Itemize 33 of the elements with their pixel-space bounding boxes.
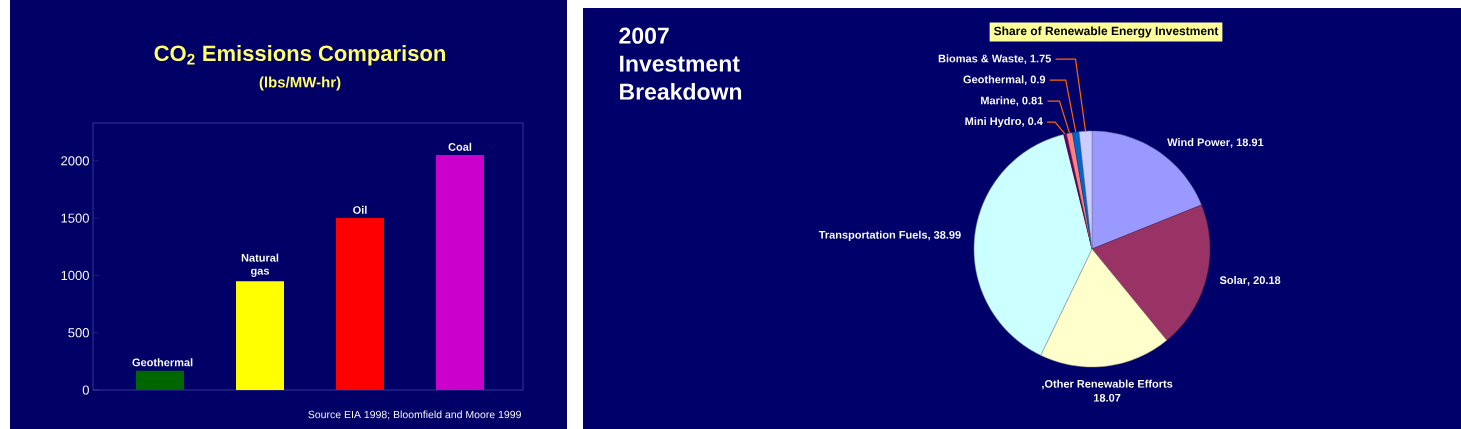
bar [236, 281, 285, 390]
data-label: , 20.18 [1247, 276, 1281, 286]
data-label: , 38.99 [928, 230, 961, 241]
slice-label: Wind Power [1167, 138, 1230, 147]
y-tick-label: 1000 [61, 270, 89, 281]
slice-label: Marine [981, 96, 1016, 105]
slice-label: ,Other Renewable Efforts [1042, 379, 1173, 390]
slice-label: Solar [1219, 275, 1247, 285]
bar [336, 218, 385, 390]
slice-label: Transportation Fuels [818, 230, 928, 241]
x-tick-label: Oil [353, 205, 367, 214]
data-label: , 18.91 [1230, 138, 1264, 148]
chart-title: CO$_{2}$ Emissions Comparison [154, 44, 445, 66]
data-label: , 1.75 [1024, 54, 1051, 65]
chart-subtitle: (lbs/MW-hr) [259, 76, 341, 91]
source-note: Source EIA 1998; Bloomfield and Moore 1999 [308, 410, 521, 420]
data-label: , 0.9 [1024, 75, 1046, 85]
bar [136, 370, 184, 390]
x-tick-label: Coal [448, 142, 472, 151]
slice-label: Geothermal [963, 75, 1024, 84]
y-tick-label: 1500 [61, 213, 89, 223]
y-tick-label: 2000 [61, 156, 89, 166]
x-tick-label: Natural gas [241, 253, 279, 277]
y-tick-label: 0 [82, 385, 89, 395]
slice-label: Biomas & Waste [938, 54, 1024, 63]
bar [436, 155, 485, 390]
data-label: 18.07 [1094, 393, 1121, 402]
data-label: , 0.4 [1022, 117, 1043, 127]
data-label: , 0.81 [1016, 96, 1043, 107]
chart-title: Share of Renewable Energy Investment [993, 26, 1219, 38]
chart-subtitle: 2007 Investment Breakdown [619, 27, 742, 100]
y-tick-label: 500 [68, 328, 89, 338]
slice-label: Mini Hydro [965, 116, 1022, 128]
